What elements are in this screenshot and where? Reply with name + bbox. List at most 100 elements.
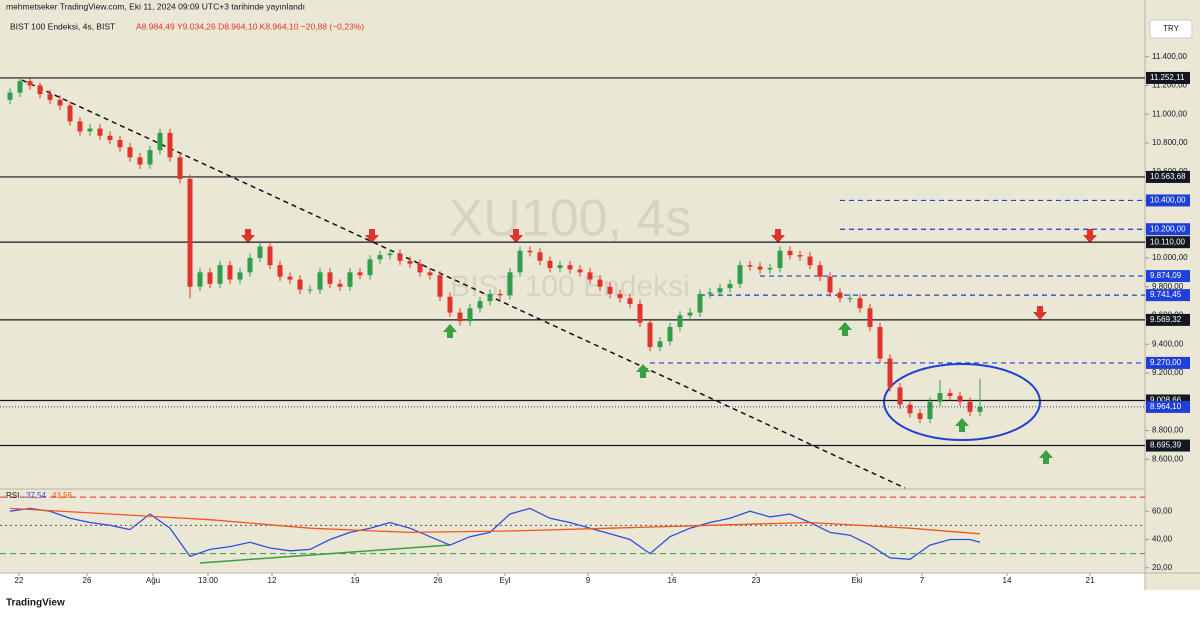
candle-body <box>947 393 953 396</box>
currency[interactable]: TRY <box>1163 24 1180 33</box>
candle-body <box>687 312 693 316</box>
brand: TradingView <box>6 598 65 609</box>
candle-body <box>817 265 823 277</box>
x-tick-label: 19 <box>351 576 360 585</box>
arrow-down <box>365 229 379 243</box>
candle-body <box>287 276 293 280</box>
level-label: 10.400,00 <box>1150 196 1186 205</box>
candle-body <box>877 326 883 359</box>
candle-body <box>417 263 423 273</box>
candle-body <box>117 140 123 148</box>
arrow-down <box>771 229 785 243</box>
candle-body <box>227 265 233 280</box>
candle-body <box>677 315 683 327</box>
candle-body <box>487 293 493 302</box>
x-tick-label: 16 <box>668 576 677 585</box>
candle-body <box>567 265 573 270</box>
level-label-box <box>1146 313 1190 326</box>
level-label-box <box>1146 270 1190 283</box>
candle-body <box>807 256 813 266</box>
candle-body <box>847 298 853 300</box>
y-tick-label: 9.400,00 <box>1152 339 1184 348</box>
candle-body <box>607 286 613 294</box>
candle-body <box>7 92 13 100</box>
candle-body <box>107 135 113 141</box>
candle-body <box>617 293 623 299</box>
candle-body <box>377 255 383 260</box>
candle-body <box>207 272 213 284</box>
rsi-line <box>9 507 981 535</box>
candle-body <box>437 275 443 297</box>
candle-body <box>87 128 93 132</box>
x-tick-label: 14 <box>1003 576 1012 585</box>
candle-body <box>257 246 263 258</box>
candle-body <box>887 358 893 388</box>
candle-body <box>47 94 53 100</box>
currency-button[interactable] <box>1149 19 1193 39</box>
candle-body <box>197 272 203 287</box>
level-label: 9.874,09 <box>1150 271 1182 280</box>
candle-body <box>707 292 713 294</box>
watermark-sub: BIST 100 Endeksi <box>450 270 690 303</box>
candle-body <box>467 308 473 322</box>
level-label: 9.569,32 <box>1150 315 1182 324</box>
x-tick-label: 13:00 <box>198 576 219 585</box>
candle-body <box>217 265 223 284</box>
candle-body <box>137 157 143 165</box>
y-tick-label: 11.400,00 <box>1152 52 1188 61</box>
x-tick-label: Eki <box>851 576 862 585</box>
candle-body <box>527 250 533 253</box>
x-tick-label: 12 <box>268 576 277 585</box>
y-tick-label: 10.000,00 <box>1152 253 1188 262</box>
x-tick-label: Eyl <box>499 576 510 585</box>
candle-body <box>277 265 283 277</box>
candle-body <box>907 404 913 414</box>
y-tick-label: 40,00 <box>1152 535 1173 544</box>
candle-body <box>787 250 793 256</box>
level-label: 10.200,00 <box>1150 224 1186 233</box>
candle-body <box>497 293 503 296</box>
candle-body <box>157 132 163 151</box>
candle-body <box>167 132 173 158</box>
candle-body <box>147 150 153 165</box>
candle-body <box>727 283 733 289</box>
arrow-up <box>955 418 969 432</box>
candle-body <box>267 246 273 266</box>
candle-body <box>977 406 983 412</box>
last-price-label: 8.964,10 <box>1150 402 1182 411</box>
rsi-line <box>9 507 981 560</box>
candle-body <box>447 296 453 313</box>
candle-body <box>67 105 73 122</box>
candle-body <box>477 301 483 309</box>
level-label: 10.110,00 <box>1150 237 1186 246</box>
candle-body <box>927 401 933 419</box>
candle-body <box>717 288 723 293</box>
candle-body <box>797 255 803 257</box>
candle-body <box>627 298 633 304</box>
level-label-box <box>1146 236 1190 249</box>
arrow-down <box>1083 229 1097 243</box>
candle-body <box>637 303 643 323</box>
y-tick-label: 11.200,00 <box>1152 81 1188 90</box>
sell-arrows <box>241 229 1097 320</box>
level-label: 9.741,45 <box>1150 290 1182 299</box>
candle-body <box>737 265 743 284</box>
candle-body <box>507 272 513 296</box>
y-tick-label: 20,00 <box>1152 563 1173 572</box>
x-tick-label: 26 <box>83 576 92 585</box>
arrow-up <box>1039 450 1053 464</box>
ohlc: A8.984,49 Y9.034,26 D8.964,10 K8.964,10 … <box>136 21 364 31</box>
x-tick-label: 9 <box>586 576 591 585</box>
candle-body <box>587 272 593 280</box>
candle-body <box>77 121 83 132</box>
candle-body <box>867 308 873 327</box>
candle-body <box>237 272 243 280</box>
y-tick-label: 60,00 <box>1152 506 1173 515</box>
candle-body <box>777 250 783 269</box>
last-price-box <box>1146 400 1190 413</box>
candle-body <box>317 272 323 290</box>
candle-body <box>837 292 843 299</box>
y-tick-label: 8.800,00 <box>1152 426 1184 435</box>
